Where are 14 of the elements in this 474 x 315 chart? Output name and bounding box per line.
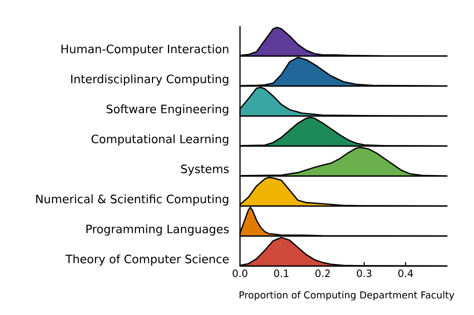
- y-axis-title: Computational Learning: [92, 134, 228, 146]
- x-axis-title: Proportion of Computing Department Faculty: [240, 291, 454, 300]
- x-tick-label: 0.2: [316, 270, 330, 278]
- x-tick-label: 0.0: [232, 270, 248, 278]
- y-axis-title: Theory of Computer Science: [65, 254, 229, 266]
- y-axis-title: Numerical & Scientific Computing: [36, 194, 228, 206]
- x-tick-label: 0.3: [356, 270, 372, 278]
- y-axis-title: Interdisciplinary Computing: [71, 74, 228, 86]
- y-axis-title: Software Engineering: [106, 104, 228, 116]
- y-axis-title: Human-Computer Interaction: [62, 44, 228, 56]
- y-axis-title: Programming Languages: [86, 224, 229, 236]
- x-tick-label: 0.4: [398, 270, 413, 278]
- x-tick-label: 0.1: [274, 270, 288, 278]
- y-axis-title: Systems: [181, 164, 229, 176]
